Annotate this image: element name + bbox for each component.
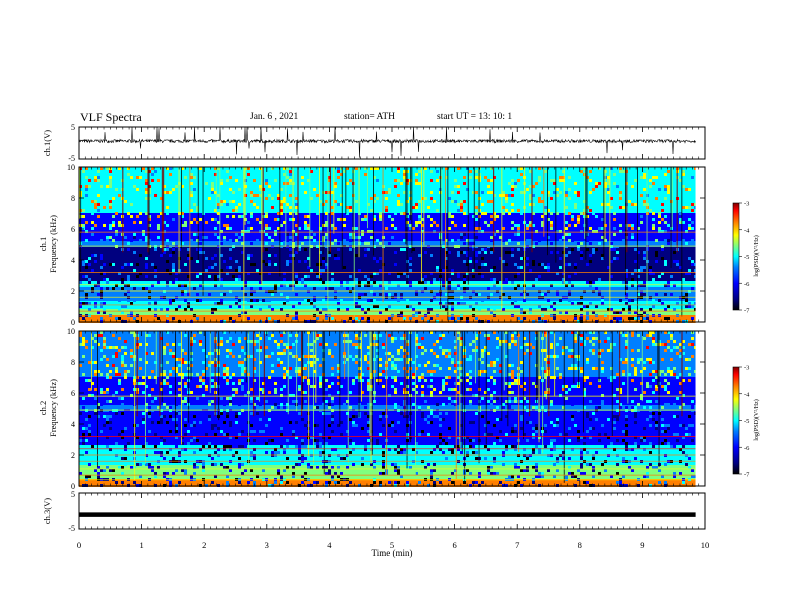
x-tick-label: 3	[265, 540, 269, 550]
x-tick-label: 9	[640, 540, 644, 550]
ch1-colorbar: -3 -4 -5 -6 -7 log(PSD)(V²/Hz)	[732, 201, 760, 315]
x-tick-label: 10	[701, 540, 710, 550]
station-label: station= ATH	[344, 112, 396, 122]
colorbar-tick-label: -7	[744, 308, 750, 315]
start-time-label: start UT = 13: 10: 1	[437, 112, 513, 122]
spec-ytick-label: 4	[71, 420, 75, 429]
x-tick-label: 4	[327, 540, 332, 550]
ch3-ytick-top: 5	[71, 490, 75, 499]
x-axis-label: Time (min)	[372, 548, 413, 558]
ch2-spectrogram	[79, 331, 705, 487]
ch2-spectrogram-panel: 0 2 4 6 8 10 ch.2 Frequency (kHz)	[38, 327, 706, 491]
colorbar-tick-label: -5	[744, 418, 749, 425]
x-tick-label: 1	[139, 540, 143, 550]
ch3-ytick-bottom: -5	[68, 524, 75, 533]
ch2-spec-ylabel-frequency: Frequency (kHz)	[48, 379, 58, 437]
ch1-spectrogram	[79, 167, 705, 323]
spec-ytick-label: 8	[71, 194, 75, 203]
ch1-spectrogram-panel: 0 2 4 6 8 10 ch.1 Frequency (kHz)	[38, 163, 706, 327]
colorbar-tick-label: -4	[744, 391, 750, 398]
colorbar-tick-label: -5	[744, 254, 749, 261]
ch3-ylabel: ch.3(V)	[42, 498, 52, 524]
ch1-waveform-line	[78, 126, 696, 158]
ch1-ytick-top: 5	[71, 123, 75, 132]
ch2-spec-ylabel-channel: ch.2	[38, 401, 48, 415]
colorbar-tick-label: -7	[744, 472, 750, 479]
ch2-colorbar: -3 -4 -5 -6 -7 log(PSD)(V²/Hz)	[732, 365, 760, 479]
x-tick-label: 5	[390, 540, 394, 550]
colorbar-tick-label: -4	[744, 227, 750, 234]
colorbar-tick-label: -6	[744, 281, 750, 288]
x-tick-label: 2	[202, 540, 206, 550]
x-tick-label: 7	[515, 540, 519, 550]
spec-ytick-label: 4	[71, 256, 75, 265]
colorbar-tick-label: -6	[744, 445, 750, 452]
ch1-spec-ylabel-channel: ch.1	[38, 237, 48, 251]
spec-ytick-label: 10	[67, 327, 75, 336]
ch1-waveform-panel: 5 -5 ch.1(V)	[42, 123, 706, 163]
ch1-ytick-bottom: -5	[68, 154, 75, 163]
spec-ytick-label: 8	[71, 358, 75, 367]
ch1-ylabel: ch.1(V)	[42, 130, 52, 156]
ch1-colorbar-label: log(PSD)(V²/Hz)	[753, 235, 760, 276]
spec-ytick-label: 10	[67, 163, 75, 172]
x-tick-label: 6	[452, 540, 456, 550]
ch1-spec-ylabel-frequency: Frequency (kHz)	[48, 215, 58, 273]
figure-title: VLF Spectra	[80, 110, 142, 124]
spec-ytick-label: 6	[71, 225, 75, 234]
spec-ytick-label: 2	[71, 451, 75, 460]
x-tick-label: 8	[578, 540, 582, 550]
time-axis: 0 1 2 3 4 5 6 7 8 9 10	[77, 127, 709, 550]
x-tick-label: 0	[77, 540, 81, 550]
ch2-colorbar-label: log(PSD)(V²/Hz)	[753, 399, 760, 440]
spec-ytick-label: 0	[71, 318, 75, 327]
spec-ytick-label: 6	[71, 389, 75, 398]
colorbar-tick-label: -3	[744, 201, 749, 208]
colorbar-tick-label: -3	[744, 365, 749, 372]
date-label: Jan. 6 , 2021	[250, 112, 299, 122]
spec-ytick-label: 2	[71, 287, 75, 296]
spec-ytick-label: 0	[71, 482, 75, 491]
